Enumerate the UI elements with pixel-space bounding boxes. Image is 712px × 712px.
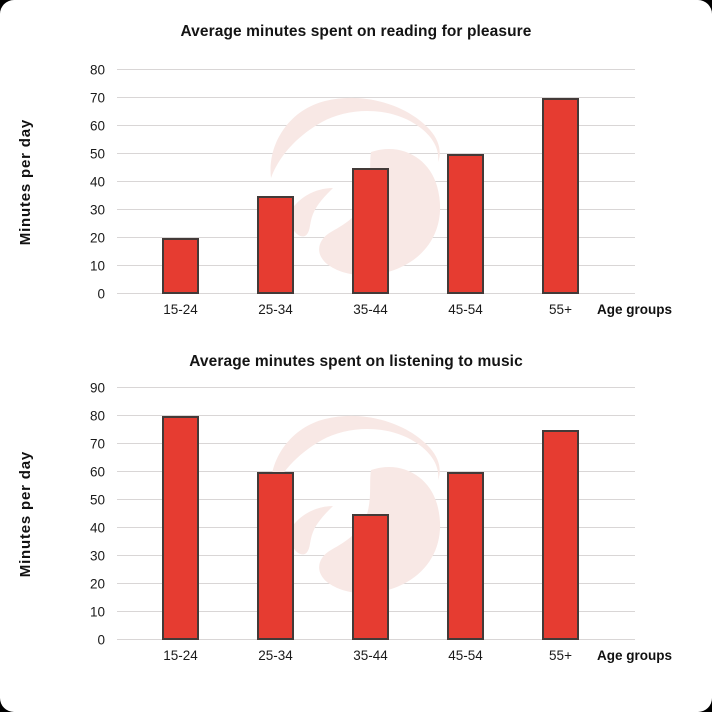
y-tick-label: 70 bbox=[89, 436, 105, 452]
gridline: 70 bbox=[90, 91, 635, 106]
y-tick-label: 40 bbox=[89, 520, 105, 536]
gridline: 90 bbox=[90, 381, 635, 396]
y-tick-label: 30 bbox=[89, 548, 105, 564]
bar-55+ bbox=[542, 98, 579, 294]
chart-title: Average minutes spent on listening to mu… bbox=[189, 353, 523, 370]
gridline: 80 bbox=[90, 63, 635, 78]
y-tick-label: 20 bbox=[89, 576, 105, 592]
bar-15-24 bbox=[162, 416, 199, 640]
y-tick-label: 10 bbox=[89, 258, 105, 274]
bar-55+ bbox=[542, 430, 579, 640]
y-axis-label: Minutes per day bbox=[16, 118, 34, 246]
x-axis-title: Age groups bbox=[597, 302, 673, 317]
y-tick-label: 80 bbox=[89, 408, 105, 424]
x-tick-label: 45-54 bbox=[448, 648, 483, 663]
x-tick-label: 35-44 bbox=[353, 648, 388, 663]
bar-25-34 bbox=[257, 472, 294, 640]
chart-body: Minutes per day 0 10 20 30 40 50 60 70 80 Age gr… bbox=[0, 63, 712, 326]
bar-35-44 bbox=[352, 514, 389, 640]
y-tick-label: 90 bbox=[89, 380, 105, 396]
x-axis-title: Age groups bbox=[597, 648, 673, 663]
y-tick-label: 20 bbox=[89, 230, 105, 246]
y-tick-label: 80 bbox=[89, 62, 105, 78]
gridline: 80 bbox=[90, 409, 635, 424]
x-tick-label: 55+ bbox=[549, 648, 572, 663]
x-tick-label: 55+ bbox=[549, 302, 572, 317]
bar-45-54 bbox=[447, 472, 484, 640]
bar-25-34 bbox=[257, 196, 294, 294]
plot-area: 0 10 20 30 40 50 60 70 80 bbox=[90, 63, 635, 302]
x-axis: Age groups 15-24 25-34 35-44 45-54 55+ bbox=[117, 294, 672, 326]
bar-45-54 bbox=[447, 154, 484, 294]
chart-title: Average minutes spent on reading for ple… bbox=[180, 23, 532, 40]
y-tick-label: 10 bbox=[89, 604, 105, 620]
y-axis-label-column: Minutes per day bbox=[0, 388, 50, 672]
y-tick-label: 50 bbox=[89, 492, 105, 508]
y-tick-label: 60 bbox=[89, 464, 105, 480]
x-tick-label: 45-54 bbox=[448, 302, 483, 317]
chart-section-reading: Average minutes spent on reading for ple… bbox=[0, 0, 712, 326]
y-tick-label: 0 bbox=[97, 286, 105, 302]
y-tick-label: 30 bbox=[89, 202, 105, 218]
x-tick-label: 25-34 bbox=[258, 302, 293, 317]
bar-15-24 bbox=[162, 238, 199, 294]
x-axis: Age groups 15-24 25-34 35-44 45-54 55+ bbox=[117, 640, 672, 672]
plot-column: 0 10 20 30 40 50 60 70 80 Age groups 15-24 25-34 3… bbox=[90, 63, 672, 326]
y-tick-label: 60 bbox=[89, 118, 105, 134]
bar-35-44 bbox=[352, 168, 389, 294]
y-tick-label: 0 bbox=[97, 632, 105, 648]
x-tick-label: 35-44 bbox=[353, 302, 388, 317]
plot-column: 0 10 20 30 40 50 60 70 80 90 Age groups 15-24 25-3… bbox=[90, 381, 672, 672]
x-tick-label: 15-24 bbox=[163, 648, 198, 663]
y-axis-label: Minutes per day bbox=[16, 450, 34, 578]
y-tick-label: 40 bbox=[89, 174, 105, 190]
y-tick-label: 70 bbox=[89, 90, 105, 106]
x-tick-label: 15-24 bbox=[163, 302, 198, 317]
y-axis-label-column: Minutes per day bbox=[0, 70, 50, 326]
y-tick-label: 50 bbox=[89, 146, 105, 162]
chart-body: Minutes per day 0 10 20 30 40 50 60 70 80 90 Age … bbox=[0, 381, 712, 672]
plot-area: 0 10 20 30 40 50 60 70 80 90 bbox=[90, 381, 635, 648]
x-tick-label: 25-34 bbox=[258, 648, 293, 663]
chart-section-music: Average minutes spent on listening to mu… bbox=[0, 326, 712, 672]
